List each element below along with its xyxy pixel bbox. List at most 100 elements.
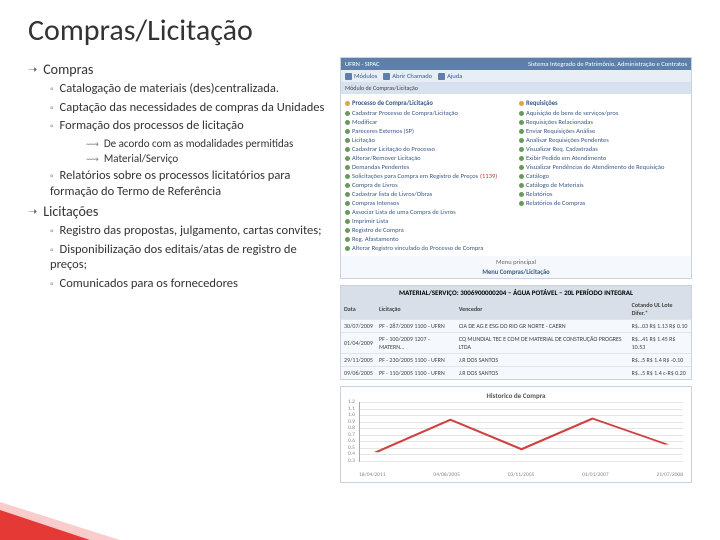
toolbar-modules[interactable]: Módulos <box>345 72 377 80</box>
dot-icon <box>345 219 350 224</box>
x-tick: 04/08/2005 <box>433 472 460 478</box>
table-header: Licitação <box>376 299 456 320</box>
table-row: 01/04/2009PF - 100/2009 1207 - MATERN…CQ… <box>341 333 691 354</box>
nav-link[interactable]: Menu Compras/Licitação <box>482 268 549 276</box>
sub-sub-item: Material/Serviço <box>86 152 328 165</box>
arrow-icon: ➝ <box>28 205 37 218</box>
table-header: Data <box>341 299 376 320</box>
panel-link[interactable]: Compras Intensos <box>345 199 513 207</box>
box-icon <box>345 73 352 80</box>
panel-link[interactable]: Compra de Livros <box>345 181 513 189</box>
bullet-icon-r <box>519 101 524 106</box>
dot-icon <box>519 174 524 179</box>
table-title: MATERIAL/SERVIÇO: 3006900000204 – ÁGUA P… <box>341 286 691 299</box>
panel-link[interactable]: Cadastrar lista de Livros/Obras <box>345 190 513 198</box>
nav-main: Menu principal <box>341 258 691 266</box>
panel-link[interactable]: Pareceres Externos (SP) <box>345 127 513 135</box>
x-tick: 03/11/2005 <box>508 472 535 478</box>
dot-icon <box>519 165 524 170</box>
corner-accent <box>0 510 90 540</box>
help-icon <box>438 73 445 80</box>
panel-link[interactable]: Cadastrar Licitação do Processo <box>345 145 513 153</box>
chart-title: Historico de Compra <box>345 391 687 400</box>
panel-link[interactable]: Exibir Pedido em Atendimento <box>519 154 687 162</box>
panel-header-left: UFRN - SIPAC <box>345 60 380 68</box>
dot-icon <box>519 111 524 116</box>
ticket-icon <box>383 73 390 80</box>
sub-item: Catalogação de materiais (des)centraliza… <box>50 81 328 97</box>
page-title: Compras/Licitação <box>0 0 720 57</box>
dot-icon <box>345 192 350 197</box>
panel-link[interactable]: Solicitações para Compra em Registro de … <box>345 172 513 180</box>
panel-link[interactable]: Relatórios de Compras <box>519 199 687 207</box>
panel-link[interactable]: Alterar/Remover Licitação <box>345 154 513 162</box>
x-tick: 01/01/2007 <box>582 472 609 478</box>
panel-link[interactable]: Cadastrar Processo de Compra/Licitação <box>345 109 513 117</box>
arrow-icon: ➝ <box>28 63 37 76</box>
dot-icon <box>345 120 350 125</box>
panel-link[interactable]: Licitação <box>345 136 513 144</box>
y-tick: 1.1 <box>348 406 355 412</box>
dot-icon <box>345 156 350 161</box>
chart-panel: Historico de Compra 1.21.11.00.90.80.70.… <box>340 386 692 483</box>
panel-link[interactable]: Analisar Requisições Pendentes <box>519 136 687 144</box>
y-tick: 0.4 <box>348 451 355 457</box>
section-head: ➝Licitações <box>28 203 328 220</box>
panel-link[interactable]: Requisições Relacionadas <box>519 118 687 126</box>
dot-icon <box>345 129 350 134</box>
panel-link[interactable]: Alterar Registro vinculado do Processo d… <box>345 244 513 252</box>
dot-icon <box>345 174 350 179</box>
dot-icon <box>345 183 350 188</box>
y-tick: 0.6 <box>348 438 355 444</box>
dot-icon <box>519 201 524 206</box>
panel-header-right: Sistema Integrado de Patrimônio, Adminis… <box>528 60 687 68</box>
panel-link[interactable]: Catálogo <box>519 172 687 180</box>
sub-item: Disponibilização dos editais/atas de reg… <box>50 242 328 273</box>
table-header: Cotando UL Lote Difer.* <box>629 299 691 320</box>
dot-icon <box>519 183 524 188</box>
toolbar-open-ticket[interactable]: Abrir Chamado <box>383 72 432 80</box>
table-panel: MATERIAL/SERVIÇO: 3006900000204 – ÁGUA P… <box>340 285 692 380</box>
dot-icon <box>345 228 350 233</box>
dot-icon <box>519 120 524 125</box>
panel-link[interactable]: Imprimir Lista <box>345 217 513 225</box>
y-tick: 1.0 <box>348 412 355 418</box>
sub-item: Registro das propostas, julgamento, cart… <box>50 223 328 239</box>
toolbar-help[interactable]: Ajuda <box>438 72 462 80</box>
y-tick: 0.8 <box>348 425 355 431</box>
table-header: Vencedor <box>456 299 629 320</box>
panel-link[interactable]: Associar Lista de uma Compra de Livros <box>345 208 513 216</box>
sub-item: Formação dos processos de licitação <box>50 118 328 134</box>
x-tick: 21/07/2008 <box>656 472 683 478</box>
dot-icon <box>345 201 350 206</box>
system-panel: UFRN - SIPAC Sistema Integrado de Patrim… <box>340 57 692 279</box>
dot-icon <box>519 147 524 152</box>
panel-link[interactable]: Modificar <box>345 118 513 126</box>
section-head: ➝Compras <box>28 61 328 78</box>
dot-icon <box>345 111 350 116</box>
panel-subtitle: Módulo de Compras/Licitação <box>341 82 691 94</box>
panel-link[interactable]: Catálogo de Materiais <box>519 181 687 189</box>
line-chart: 1.21.11.00.90.80.70.60.50.40.3 <box>359 402 683 462</box>
badge: (1139) <box>480 172 497 180</box>
dot-icon <box>519 129 524 134</box>
panel-link[interactable]: Reg. Afastamento <box>345 235 513 243</box>
panel-link[interactable]: Enviar Requisições Análise <box>519 127 687 135</box>
panel-link[interactable]: Visualizar Req. Cadastradas <box>519 145 687 153</box>
panel-link[interactable]: Aquisição de bens de serviços/pros <box>519 109 687 117</box>
dot-icon <box>345 237 350 242</box>
panel-right-col: Requisições Aquisição de bens de serviço… <box>519 97 687 253</box>
dot-icon <box>519 138 524 143</box>
panel-toolbar: Módulos Abrir Chamado Ajuda <box>341 70 691 82</box>
panel-link[interactable]: Demandas Pendentes <box>345 163 513 171</box>
panel-link[interactable]: Visualizar Pendências de Atendimento de … <box>519 163 687 171</box>
panel-link[interactable]: Registro de Compra <box>345 226 513 234</box>
left-column: ➝Compras Catalogação de materiais (des)ce… <box>28 57 328 483</box>
panel-left-col: Processo de Compra/Licitação Cadastrar P… <box>345 97 513 253</box>
dot-icon <box>345 246 350 251</box>
table-row: 30/07/2009PF - 287/2009 1100 - UFRNCIA D… <box>341 320 691 333</box>
panel-link[interactable]: Relatórios <box>519 190 687 198</box>
sub-sub-item: De acordo com as modalidades permitidas <box>86 137 328 150</box>
sub-item: Relatórios sobre os processos licitatóri… <box>50 168 328 199</box>
dot-icon <box>345 210 350 215</box>
